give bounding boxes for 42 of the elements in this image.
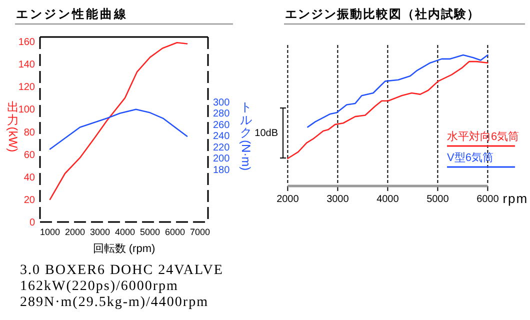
y2-tick-label: 220 bbox=[213, 142, 230, 154]
y-tick-label: 20 bbox=[24, 194, 36, 206]
text: 162kW(220ps)/6000rpm bbox=[20, 279, 178, 294]
y-tick-label: 0 bbox=[29, 218, 36, 228]
x-tick-label: 4000 bbox=[114, 227, 136, 237]
text: 水平対向6気筒 bbox=[447, 130, 520, 143]
x-tick-label: 6000 bbox=[164, 227, 186, 237]
x-tick-label: 2000 bbox=[64, 227, 86, 237]
x-tick-label: 7000 bbox=[190, 227, 210, 237]
text: 10dB bbox=[254, 128, 278, 139]
line-series bbox=[49, 42, 188, 200]
y2-tick-label: 200 bbox=[213, 154, 230, 165]
x-tick-label: 3000 bbox=[326, 194, 350, 205]
y-tick-label: 160 bbox=[18, 37, 36, 48]
y-axis-title: 出力 (kW) bbox=[6, 100, 20, 152]
y-tick-label: 100 bbox=[18, 104, 36, 116]
x-axis-title: 回転数 (rpm) bbox=[92, 243, 156, 255]
y2-axis-title: トルク (N·m) bbox=[238, 100, 253, 171]
y-tick-label: 60 bbox=[24, 150, 36, 161]
y2-tick-label: 260 bbox=[213, 120, 230, 131]
x-axis-title: rpm bbox=[502, 191, 528, 206]
y-tick-label: 120 bbox=[18, 82, 36, 94]
x-tick-label: 5000 bbox=[426, 194, 450, 205]
text: V型6気筒 bbox=[447, 152, 494, 164]
y-tick-label: 140 bbox=[18, 60, 36, 71]
x-tick-label: 3000 bbox=[90, 227, 110, 237]
x-tick-label: 6000 bbox=[476, 194, 500, 205]
y2-tick-label: 280 bbox=[213, 108, 230, 120]
x-tick-label: 4000 bbox=[376, 194, 400, 205]
x-tick-label: 1000 bbox=[40, 227, 60, 237]
y-tick-label: 40 bbox=[24, 172, 36, 184]
text: 3.0 BOXER6 DOHC 24VALVE bbox=[20, 263, 224, 278]
y2-tick-label: 240 bbox=[213, 131, 230, 142]
y2-tick-label: 180 bbox=[213, 164, 230, 176]
x-tick-label: 2000 bbox=[276, 194, 300, 205]
text: 289N·m(29.5kg-m)/4400rpm bbox=[20, 295, 208, 310]
y2-tick-label: 300 bbox=[213, 98, 230, 109]
y-tick-label: 80 bbox=[24, 127, 36, 138]
chart-title: エンジン振動比較図（社内試験） bbox=[285, 7, 480, 21]
line-series bbox=[49, 108, 188, 150]
x-tick-label: 5000 bbox=[140, 227, 160, 237]
chart-title: エンジン性能曲線 bbox=[16, 7, 128, 21]
